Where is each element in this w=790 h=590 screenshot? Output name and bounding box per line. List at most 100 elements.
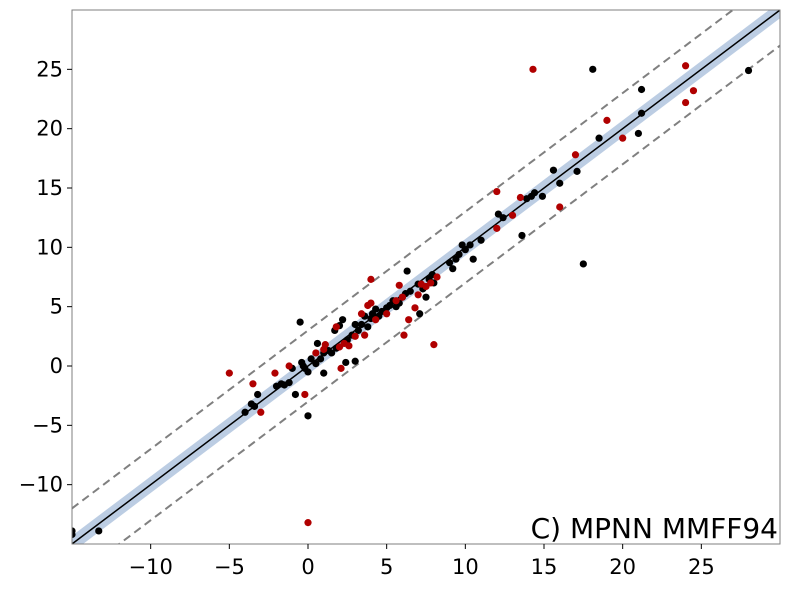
data-point-red: [357, 310, 366, 318]
data-point-black: [549, 166, 558, 174]
data-point-black: [291, 390, 300, 399]
y-tick-label: 15: [36, 176, 63, 200]
data-point-black: [316, 355, 325, 363]
data-point-red: [367, 275, 375, 283]
data-point-black: [446, 259, 454, 267]
data-point-red: [400, 331, 408, 339]
data-point-black: [538, 192, 547, 200]
data-point-black: [320, 369, 328, 377]
x-tick-label: 20: [609, 555, 636, 579]
data-point-black: [312, 360, 320, 368]
data-point-red: [516, 193, 525, 202]
y-tick-label: 0: [50, 354, 63, 378]
x-tick-label: 0: [301, 555, 314, 579]
data-point-red: [398, 293, 406, 301]
data-point-red: [682, 62, 690, 70]
reference-lines-layer: [72, 10, 780, 544]
data-point-black: [351, 357, 359, 365]
data-point-red: [312, 349, 320, 357]
x-tick-label: 5: [380, 555, 393, 579]
points-layer: [72, 62, 753, 539]
data-point-black: [296, 318, 304, 326]
data-point-black: [637, 85, 646, 94]
data-point-black: [573, 167, 581, 175]
data-point-black: [579, 260, 587, 268]
data-point-red: [225, 369, 233, 377]
data-point-black: [744, 66, 753, 75]
data-point-red: [571, 151, 580, 159]
lower-bound-line: [117, 44, 780, 544]
y-tick-label: −10: [19, 473, 63, 497]
y-axis: −10 −5 0 5 10 15 20 25: [19, 57, 72, 497]
x-tick-label: −10: [129, 555, 173, 579]
data-point-red: [392, 297, 400, 305]
upper-bound-line: [72, 10, 735, 510]
data-point-black: [477, 236, 485, 244]
data-point-red: [395, 281, 403, 289]
data-point-black: [95, 527, 103, 535]
data-point-black: [637, 109, 646, 117]
data-point-black: [372, 305, 380, 313]
data-point-red: [345, 342, 353, 350]
data-point-black: [455, 250, 463, 259]
y-tick-label: −5: [32, 413, 63, 437]
data-point-black: [307, 355, 315, 363]
data-point-black: [304, 368, 312, 376]
data-point-black: [449, 265, 457, 273]
data-point-red: [411, 304, 419, 312]
data-point-red: [689, 87, 698, 95]
data-point-red: [351, 332, 359, 340]
data-point-black: [342, 358, 350, 367]
data-point-red: [556, 203, 564, 211]
data-point-red: [285, 362, 293, 370]
data-point-red: [271, 369, 279, 377]
data-point-black: [634, 129, 643, 138]
data-point-black: [354, 326, 362, 334]
data-point-black: [595, 134, 603, 142]
data-point-black: [72, 527, 76, 535]
data-point-black: [499, 214, 507, 222]
data-point-red: [367, 299, 375, 307]
data-point-red: [427, 279, 435, 287]
x-tick-label: 10: [452, 555, 479, 579]
data-point-black: [304, 412, 312, 420]
data-point-black: [422, 293, 430, 301]
data-point-red: [405, 316, 413, 324]
data-point-black: [406, 287, 414, 295]
data-point-red: [529, 65, 537, 73]
data-point-red: [337, 364, 345, 372]
identity-line: [72, 10, 780, 544]
data-point-red: [493, 187, 501, 196]
y-tick-label: 5: [50, 295, 63, 319]
data-point-red: [304, 519, 312, 527]
y-tick-label: 20: [36, 117, 63, 141]
data-point-black: [313, 339, 322, 348]
data-point-red: [249, 380, 257, 388]
data-point-black: [589, 65, 597, 73]
data-point-black: [285, 379, 293, 387]
data-point-black: [556, 179, 564, 187]
data-point-red: [321, 341, 329, 349]
data-point-red: [433, 273, 441, 281]
data-point-black: [351, 320, 359, 329]
data-point-black: [530, 189, 539, 197]
data-point-red: [603, 116, 611, 124]
x-tick-label: 25: [688, 555, 715, 579]
x-axis: −10 −5 0 5 10 15 20 25: [129, 544, 715, 579]
data-point-black: [328, 349, 336, 357]
data-point-red: [332, 323, 340, 331]
y-tick-label: 10: [36, 235, 63, 259]
data-point-black: [254, 390, 262, 399]
data-point-red: [372, 316, 380, 324]
data-point-black: [357, 320, 366, 329]
x-tick-label: 15: [531, 555, 558, 579]
data-point-black: [339, 316, 347, 324]
data-point-black: [241, 408, 249, 416]
data-point-red: [508, 211, 517, 219]
data-point-black: [466, 241, 474, 249]
data-point-black: [403, 267, 411, 275]
data-point-red: [682, 98, 690, 107]
data-point-black: [364, 323, 372, 331]
data-point-black: [518, 231, 526, 240]
